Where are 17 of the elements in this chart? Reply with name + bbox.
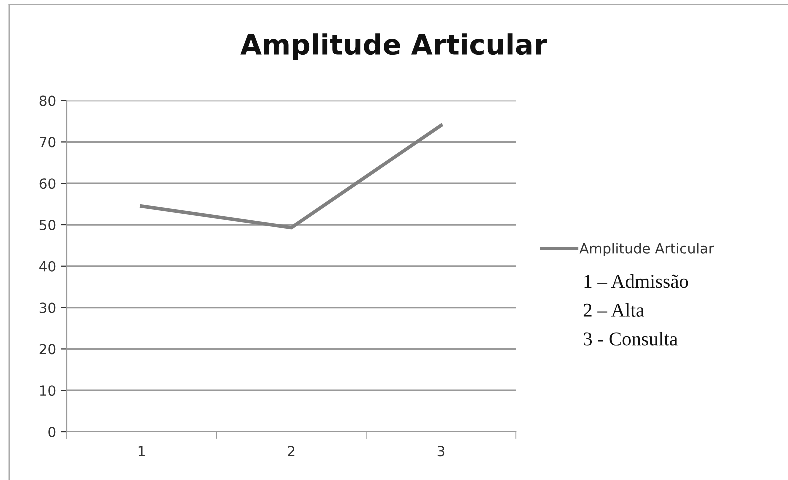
legend-label: Amplitude Articular	[580, 243, 714, 257]
y-tick-label: 20	[40, 344, 56, 355]
x-tick-label: 2	[288, 446, 295, 456]
y-tick-label: 10	[40, 386, 56, 396]
y-tick-label: 80	[40, 96, 56, 106]
x-tick-label: 3	[438, 446, 445, 457]
y-tick-label: 40	[40, 261, 56, 272]
y-tick-label: 50	[40, 220, 56, 230]
y-tick-label: 30	[40, 302, 56, 314]
chart-title: Amplitude Articular	[240, 34, 548, 60]
y-tick-label: 0	[48, 426, 56, 438]
text: 3 - Consulta	[584, 332, 678, 346]
x-tick-label: 1	[138, 446, 145, 456]
text: 1 – Admissão	[584, 274, 688, 288]
y-tick-label: 70	[40, 137, 56, 148]
text: 2 – Alta	[584, 303, 644, 317]
y-tick-label: 60	[40, 178, 56, 190]
